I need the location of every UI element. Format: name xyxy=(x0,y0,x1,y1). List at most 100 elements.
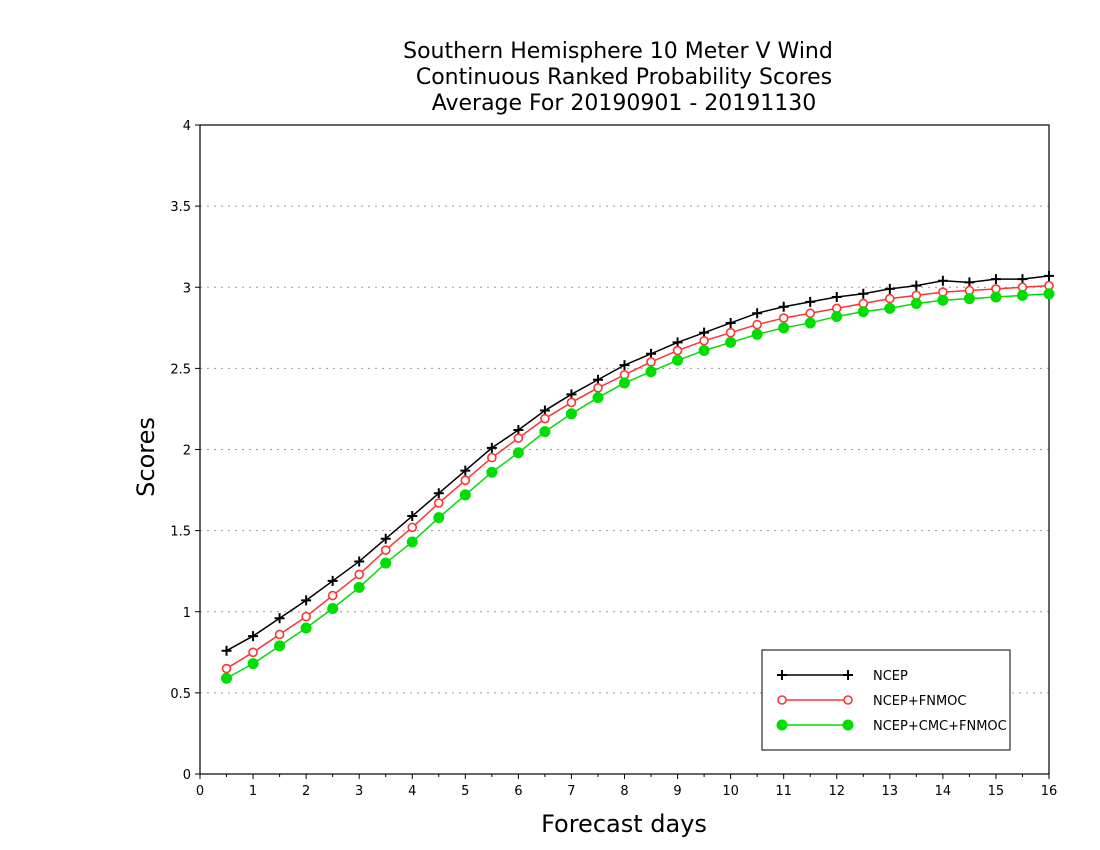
legend-marker xyxy=(777,695,787,705)
data-point xyxy=(407,511,418,522)
x-axis: 0 1 2 3 4 5 6 7 8 9 10 11 12 13 14 15 16 xyxy=(196,774,1057,799)
data-point xyxy=(540,413,550,424)
data-point xyxy=(805,296,816,307)
data-point xyxy=(353,581,365,593)
data-point xyxy=(301,611,311,622)
data-point xyxy=(778,313,789,323)
data-point xyxy=(380,545,391,555)
data-point xyxy=(963,293,975,305)
data-point xyxy=(725,336,737,348)
data-point xyxy=(593,383,603,393)
data-point xyxy=(672,345,683,356)
data-point xyxy=(354,556,365,567)
data-point xyxy=(1044,270,1054,281)
data-point xyxy=(487,452,497,463)
data-point xyxy=(327,575,338,586)
legend: NCEP NCEP+FNMOC NCEP+CMC+FNMOC xyxy=(761,649,1011,751)
data-point xyxy=(751,328,763,340)
data-point xyxy=(752,308,763,319)
x-tick-label: 6 xyxy=(514,784,522,799)
legend-marker xyxy=(842,719,854,731)
data-point xyxy=(1043,288,1055,300)
y-tick-label: 0.5 xyxy=(170,687,191,702)
chart-title: Southern Hemisphere 10 Meter V Wind Cont… xyxy=(403,39,833,116)
data-point xyxy=(327,590,338,601)
data-point xyxy=(699,335,709,346)
title-line-2: Continuous Ranked Probability Scores xyxy=(416,65,832,90)
y-tick-label: 3 xyxy=(183,281,191,296)
data-point xyxy=(831,310,843,322)
x-tick-label: 1 xyxy=(249,784,257,799)
legend-entry: NCEP+FNMOC xyxy=(777,694,966,709)
series-ncep-cmc-fnmoc xyxy=(221,288,1055,684)
series-layer xyxy=(221,270,1055,684)
data-point xyxy=(646,357,656,367)
data-point xyxy=(248,631,259,642)
data-point xyxy=(1016,289,1028,301)
data-point xyxy=(778,301,789,312)
data-point xyxy=(512,447,524,459)
data-point xyxy=(566,397,577,408)
legend-entry: NCEP xyxy=(777,669,908,684)
legend-label: NCEP+CMC+FNMOC xyxy=(873,719,1007,734)
data-point xyxy=(885,293,895,304)
legend-label: NCEP xyxy=(873,669,908,684)
x-tick-label: 7 xyxy=(567,784,575,799)
legend-marker xyxy=(843,670,853,680)
grid-lines xyxy=(200,205,1049,694)
data-point xyxy=(539,426,551,438)
data-point xyxy=(565,408,577,420)
y-axis-label: Scores xyxy=(132,417,160,497)
data-point xyxy=(725,317,736,328)
data-point xyxy=(274,640,286,652)
data-point xyxy=(460,475,471,486)
x-tick-label: 14 xyxy=(935,784,952,799)
data-point xyxy=(300,622,312,634)
x-tick-label: 10 xyxy=(722,784,739,799)
data-point xyxy=(990,291,1002,303)
data-point xyxy=(433,512,445,524)
legend-marker xyxy=(843,695,853,705)
x-tick-label: 2 xyxy=(302,784,310,799)
data-point xyxy=(725,327,736,338)
data-point xyxy=(990,274,1001,285)
x-tick-label: 5 xyxy=(461,784,469,799)
data-point xyxy=(805,308,816,319)
data-point xyxy=(619,377,630,389)
data-point xyxy=(380,533,391,544)
y-tick-label: 0 xyxy=(183,768,191,783)
data-point xyxy=(619,360,630,371)
y-tick-label: 4 xyxy=(183,119,191,134)
y-tick-label: 3.5 xyxy=(170,200,191,215)
x-tick-label: 4 xyxy=(408,784,416,799)
data-point xyxy=(858,288,869,299)
series-line xyxy=(226,292,1050,679)
data-point xyxy=(698,345,710,357)
data-point xyxy=(937,275,948,286)
data-point xyxy=(433,498,444,508)
data-point xyxy=(459,489,471,501)
data-point xyxy=(486,466,498,478)
title-line-1: Southern Hemisphere 10 Meter V Wind xyxy=(403,39,833,64)
x-tick-label: 9 xyxy=(673,784,681,799)
data-point xyxy=(247,658,259,670)
series-ncep xyxy=(221,270,1054,656)
x-axis-label: Forecast days xyxy=(541,810,707,838)
data-point xyxy=(884,283,895,294)
x-tick-label: 13 xyxy=(882,784,899,799)
legend-entry: NCEP+CMC+FNMOC xyxy=(776,719,1007,734)
title-line-3: Average For 20190901 - 20191130 xyxy=(432,91,817,116)
legend-label: NCEP+FNMOC xyxy=(873,694,966,709)
data-point xyxy=(406,536,418,548)
legend-marker xyxy=(776,719,788,731)
x-tick-label: 3 xyxy=(355,784,363,799)
x-tick-label: 8 xyxy=(620,784,628,799)
data-point xyxy=(645,366,657,378)
data-point xyxy=(513,433,524,443)
x-tick-label: 0 xyxy=(196,784,204,799)
data-point xyxy=(672,354,684,366)
data-point xyxy=(857,306,869,318)
data-point xyxy=(274,613,285,624)
data-point xyxy=(354,569,364,580)
